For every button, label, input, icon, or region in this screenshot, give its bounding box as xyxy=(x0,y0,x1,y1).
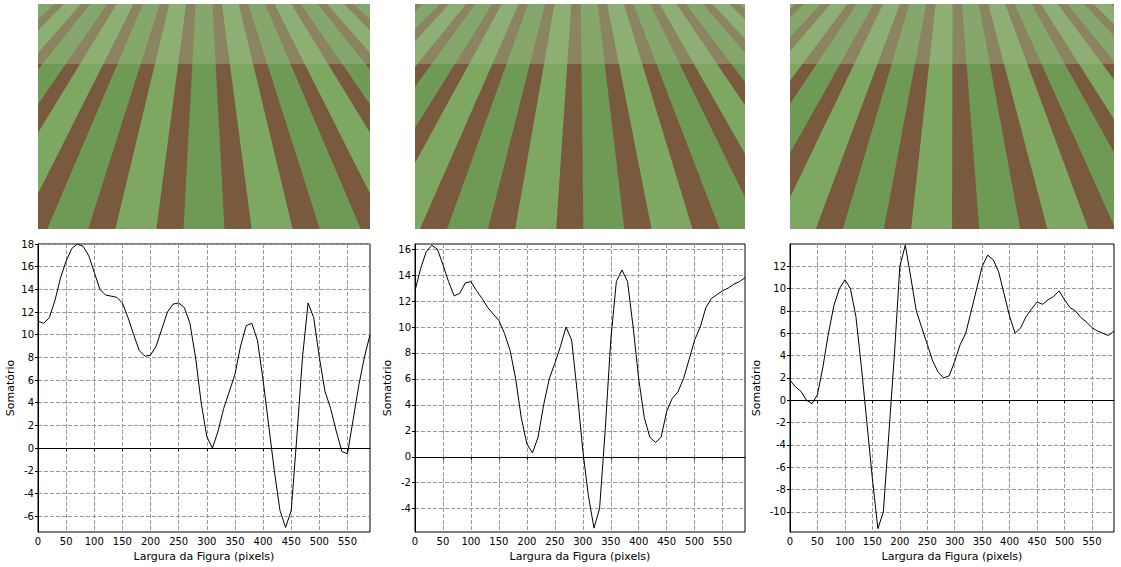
svg-text:350: 350 xyxy=(225,536,244,547)
svg-text:16: 16 xyxy=(21,261,34,272)
svg-text:500: 500 xyxy=(310,536,329,547)
svg-text:450: 450 xyxy=(1028,536,1047,547)
svg-text:-10: -10 xyxy=(770,506,786,517)
svg-text:-8: -8 xyxy=(776,484,786,495)
svg-text:18: 18 xyxy=(21,239,34,250)
svg-text:200: 200 xyxy=(141,536,160,547)
svg-text:Largura da Figura (pixels): Largura da Figura (pixels) xyxy=(510,550,651,563)
svg-text:200: 200 xyxy=(890,536,909,547)
svg-text:12: 12 xyxy=(773,261,786,272)
svg-text:-4: -4 xyxy=(24,488,34,499)
svg-text:14: 14 xyxy=(21,284,34,295)
svg-text:8: 8 xyxy=(405,347,411,358)
svg-text:300: 300 xyxy=(197,536,216,547)
svg-text:8: 8 xyxy=(780,305,786,316)
svg-text:200: 200 xyxy=(517,536,536,547)
svg-text:0: 0 xyxy=(405,451,411,462)
svg-text:50: 50 xyxy=(60,536,73,547)
svg-text:100: 100 xyxy=(461,536,480,547)
svg-text:10: 10 xyxy=(398,322,411,333)
svg-text:250: 250 xyxy=(545,536,564,547)
svg-text:-6: -6 xyxy=(776,462,786,473)
svg-text:4: 4 xyxy=(28,397,34,408)
svg-text:16: 16 xyxy=(398,244,411,255)
svg-text:6: 6 xyxy=(405,373,411,384)
svg-text:150: 150 xyxy=(489,536,508,547)
svg-text:300: 300 xyxy=(573,536,592,547)
svg-text:6: 6 xyxy=(28,375,34,386)
svg-text:8: 8 xyxy=(28,352,34,363)
svg-text:450: 450 xyxy=(282,536,301,547)
svg-text:50: 50 xyxy=(811,536,824,547)
svg-text:350: 350 xyxy=(601,536,620,547)
svg-text:500: 500 xyxy=(1055,536,1074,547)
svg-text:0: 0 xyxy=(780,395,786,406)
svg-text:400: 400 xyxy=(629,536,648,547)
svg-text:400: 400 xyxy=(254,536,273,547)
svg-text:50: 50 xyxy=(437,536,450,547)
svg-text:-2: -2 xyxy=(776,417,786,428)
svg-text:300: 300 xyxy=(945,536,964,547)
svg-text:-2: -2 xyxy=(24,465,34,476)
svg-text:0: 0 xyxy=(787,536,793,547)
svg-text:12: 12 xyxy=(21,307,34,318)
svg-text:250: 250 xyxy=(169,536,188,547)
svg-text:-4: -4 xyxy=(401,503,411,514)
svg-text:2: 2 xyxy=(780,372,786,383)
svg-text:150: 150 xyxy=(113,536,132,547)
svg-text:Somatório: Somatório xyxy=(4,359,17,416)
svg-text:Largura da Figura (pixels): Largura da Figura (pixels) xyxy=(882,550,1023,563)
svg-text:-4: -4 xyxy=(776,439,786,450)
svg-text:Somatório: Somatório xyxy=(381,359,394,416)
svg-text:500: 500 xyxy=(685,536,704,547)
svg-text:100: 100 xyxy=(835,536,854,547)
svg-text:350: 350 xyxy=(973,536,992,547)
svg-text:250: 250 xyxy=(918,536,937,547)
svg-text:4: 4 xyxy=(780,350,786,361)
svg-text:4: 4 xyxy=(405,399,411,410)
svg-text:12: 12 xyxy=(398,296,411,307)
svg-text:400: 400 xyxy=(1000,536,1019,547)
svg-text:Somatório: Somatório xyxy=(750,359,763,416)
svg-text:150: 150 xyxy=(863,536,882,547)
svg-text:2: 2 xyxy=(405,425,411,436)
svg-text:Largura da Figura (pixels): Largura da Figura (pixels) xyxy=(134,550,275,563)
svg-text:2: 2 xyxy=(28,420,34,431)
svg-text:10: 10 xyxy=(21,329,34,340)
svg-text:14: 14 xyxy=(398,270,411,281)
svg-text:550: 550 xyxy=(1082,536,1101,547)
svg-text:550: 550 xyxy=(713,536,732,547)
svg-text:0: 0 xyxy=(28,443,34,454)
svg-text:-6: -6 xyxy=(24,511,34,522)
svg-text:-2: -2 xyxy=(401,477,411,488)
svg-text:10: 10 xyxy=(773,283,786,294)
svg-text:450: 450 xyxy=(657,536,676,547)
svg-text:100: 100 xyxy=(85,536,104,547)
svg-text:0: 0 xyxy=(35,536,41,547)
svg-text:6: 6 xyxy=(780,328,786,339)
svg-text:0: 0 xyxy=(412,536,418,547)
svg-text:550: 550 xyxy=(338,536,357,547)
